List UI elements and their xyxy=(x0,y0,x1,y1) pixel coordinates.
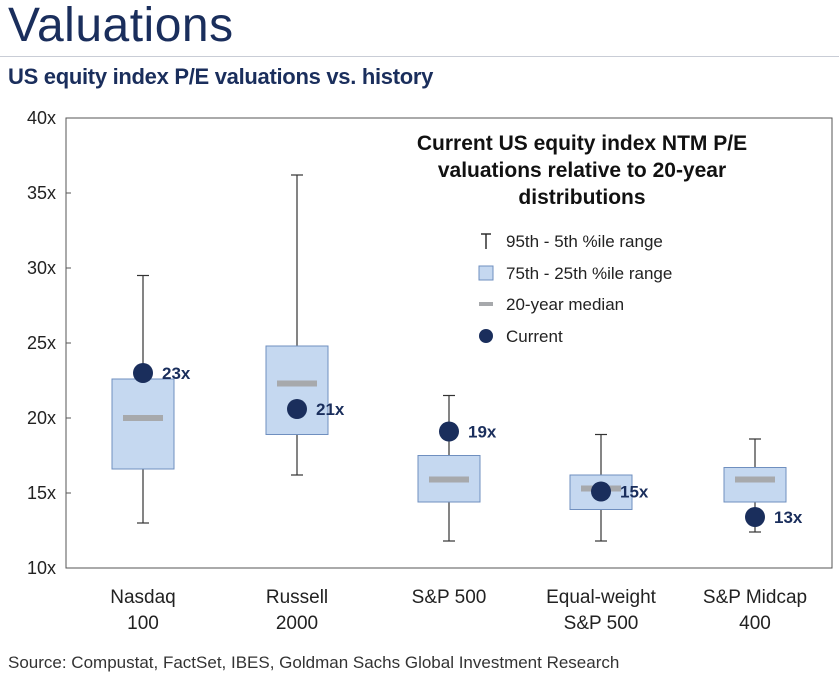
box-group: 21x Russell 2000 xyxy=(265,174,345,634)
y-tick-label: 40x xyxy=(27,108,56,128)
y-tick-label: 25x xyxy=(27,333,56,353)
category-label: Russell xyxy=(266,587,328,608)
category-label: S&P 500 xyxy=(564,613,639,634)
current-dot xyxy=(133,363,153,383)
legend-label: Current xyxy=(506,327,563,346)
page-title: Valuations xyxy=(8,0,234,52)
y-tick-label: 15x xyxy=(27,483,56,503)
y-tick-label: 20x xyxy=(27,408,56,428)
box-group: 19x S&P 500 xyxy=(412,394,497,608)
legend-box-icon xyxy=(478,265,494,281)
box-group: 13x S&P Midcap 400 xyxy=(703,438,807,634)
current-dot xyxy=(439,421,459,442)
chart-subtitle: US equity index P/E valuations vs. histo… xyxy=(8,64,434,89)
y-tick-label: 10x xyxy=(27,558,56,578)
current-value-label: 13x xyxy=(774,508,803,527)
current-dot xyxy=(745,507,765,527)
y-tick-label: 35x xyxy=(27,183,56,203)
legend-label: 95th - 5th %ile range xyxy=(506,232,663,251)
iqr-box xyxy=(265,345,329,435)
source-note: Source: Compustat, FactSet, IBES, Goldma… xyxy=(8,653,620,672)
current-value-label: 23x xyxy=(162,364,191,383)
category-label: Equal-weight xyxy=(546,587,657,608)
legend-label: 75th - 25th %ile range xyxy=(506,264,672,283)
current-value-label: 21x xyxy=(316,400,345,419)
legend-title-line: Current US equity index NTM P/E xyxy=(417,132,747,155)
box-group: 15x Equal-weight S&P 500 xyxy=(546,433,657,634)
boxplot-chart: 10x 15x 20x 25x 30x 35x 40x 23x Nasdaq 100 21x Rus… xyxy=(27,108,833,634)
category-label: S&P 500 xyxy=(412,587,487,608)
chart-series: 23x Nasdaq 100 21x Russell 2000 19x S&P 500 15x E… xyxy=(110,174,807,634)
current-value-label: 15x xyxy=(620,483,649,502)
title-divider xyxy=(0,56,839,57)
category-label: S&P Midcap xyxy=(703,587,807,608)
chart-axes: 10x 15x 20x 25x 30x 35x 40x xyxy=(27,108,833,578)
category-label: 100 xyxy=(127,613,159,634)
current-dot xyxy=(591,481,611,502)
category-label: Nasdaq xyxy=(110,587,176,608)
category-label: 400 xyxy=(739,613,771,634)
legend-title-line: distributions xyxy=(518,186,645,209)
current-dot xyxy=(287,399,307,419)
current-value-label: 19x xyxy=(468,423,497,442)
legend-dot-icon xyxy=(479,329,493,343)
chart-legend: Current US equity index NTM P/E valuation… xyxy=(417,132,747,346)
iqr-box xyxy=(723,467,787,503)
y-tick-label: 30x xyxy=(27,258,56,278)
category-label: 2000 xyxy=(276,613,318,634)
box-group: 23x Nasdaq 100 xyxy=(110,274,191,634)
iqr-box xyxy=(111,378,175,470)
legend-title-line: valuations relative to 20-year xyxy=(438,159,726,182)
legend-label: 20-year median xyxy=(506,295,624,314)
